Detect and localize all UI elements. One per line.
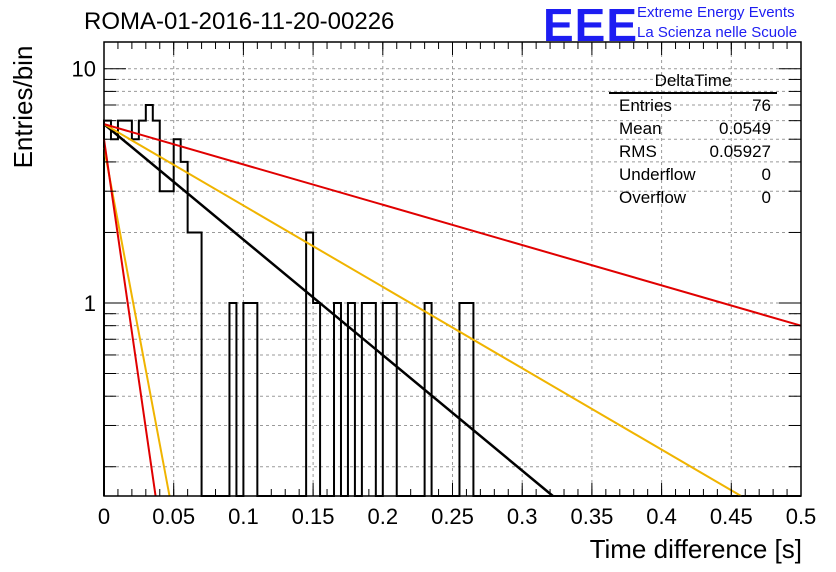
fit-line [103, 139, 157, 497]
fit-line [103, 123, 742, 497]
fit-line [103, 147, 171, 497]
y-tick-label: 10 [72, 57, 96, 82]
x-tick-labels: 0 0.05 0.1 0.15 0.2 0.25 0.3 0.35 0.4 0.45 0.5 [98, 504, 816, 529]
x-tick-label: 0.05 [152, 504, 195, 529]
x-tick-label: 0.25 [431, 504, 474, 529]
fit-line [103, 123, 802, 327]
y-axis-label-text: Entries/bin [8, 46, 38, 169]
stats-row-rms: RMS 0.05927 [609, 140, 777, 163]
axis-ticks [103, 42, 802, 496]
x-tick-label: 0.45 [710, 504, 753, 529]
stats-label: RMS [619, 142, 657, 161]
x-tick-label: 0.3 [507, 504, 538, 529]
stats-label: Underflow [619, 165, 696, 184]
grid [104, 42, 801, 496]
stats-title: DeltaTime [609, 70, 777, 94]
x-tick-label: 0.35 [570, 504, 613, 529]
chart-title: ROMA-01-2016-11-20-00226 [84, 8, 395, 35]
stats-box: DeltaTime Entries 76 Mean 0.0549 RMS 0.0592… [609, 70, 777, 209]
stats-row-overflow: Overflow 0 [609, 186, 777, 209]
x-axis-label: Time difference [s] [589, 534, 802, 564]
x-tick-label: 0.1 [228, 504, 259, 529]
x-tick-label: 0 [98, 504, 110, 529]
stats-value: 0 [761, 165, 771, 184]
y-tick-labels: 1 10 [72, 57, 96, 316]
stats-value: 0.0549 [719, 119, 771, 138]
stats-value: 76 [752, 96, 771, 115]
x-tick-label: 0.4 [646, 504, 677, 529]
stats-value: 0 [761, 188, 771, 207]
fit-lines [103, 123, 802, 497]
stats-row-mean: Mean 0.0549 [609, 117, 777, 140]
eee-logo: EEE [543, 0, 639, 51]
stats-label: Overflow [619, 188, 687, 207]
y-axis-label: Entries/bin [8, 46, 38, 169]
y-tick-label: 1 [84, 291, 96, 316]
x-tick-label: 0.2 [368, 504, 399, 529]
x-tick-label: 0.5 [786, 504, 817, 529]
stats-row-underflow: Underflow 0 [609, 163, 777, 186]
stats-value: 0.05927 [709, 142, 771, 161]
x-tick-label: 0.15 [292, 504, 335, 529]
fit-line [103, 123, 554, 497]
stats-label: Mean [619, 119, 662, 138]
logo-line-2: La Scienza nelle Scuole [637, 24, 798, 41]
logo-line-1: Extreme Energy Events [637, 4, 795, 21]
stats-label: Entries [619, 96, 672, 115]
stats-row-entries: Entries 76 [609, 94, 777, 117]
